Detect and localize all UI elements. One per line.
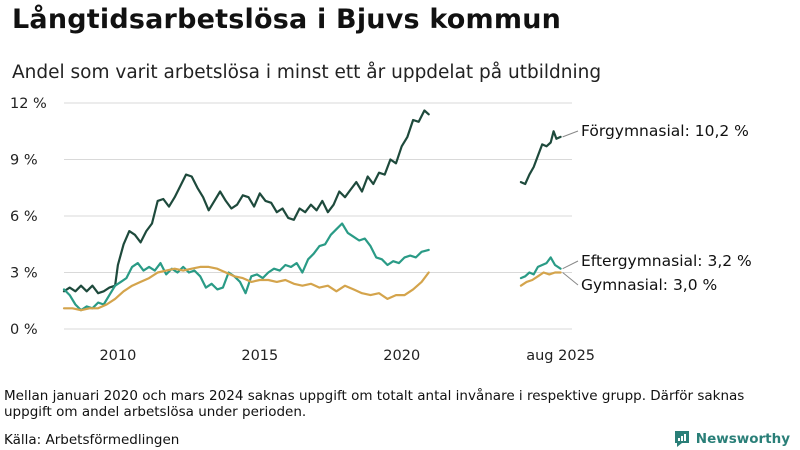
x-tick-label: 2015 (241, 348, 278, 364)
series-line (62, 109, 430, 295)
series-lines (62, 109, 562, 312)
label-connector (562, 260, 579, 270)
x-tick-label: 2020 (383, 348, 420, 364)
y-tick-label: 12 % (10, 96, 47, 112)
series-line (62, 222, 430, 312)
newsworthy-logo[interactable]: Newsworthy (673, 430, 790, 448)
series-end-label: Förgymnasial: 10,2 % (581, 122, 749, 140)
y-tick-label: 9 % (10, 153, 38, 169)
series-förgymnasial (62, 109, 562, 295)
x-tick-label: 2010 (99, 348, 136, 364)
grid (64, 102, 572, 330)
x-tick-label: aug 2025 (526, 348, 595, 364)
x-axis-ticks: 2010 2015 2020 aug 2025 (99, 348, 595, 364)
y-axis-ticks: 12 % 9 % 6 % 3 % 0 % (10, 96, 47, 338)
series-end-label: Gymnasial: 3,0 % (581, 276, 717, 294)
brand-name: Newsworthy (695, 431, 790, 447)
series-end-label: Eftergymnasial: 3,2 % (581, 252, 752, 270)
series-gymnasial (62, 265, 562, 312)
series-line (519, 256, 562, 280)
footnote: Mellan januari 2020 och mars 2024 saknas… (4, 388, 745, 420)
y-tick-label: 6 % (10, 209, 38, 225)
series-line (519, 130, 562, 186)
label-connector (562, 272, 579, 286)
chart-title: Långtidsarbetslösa i Bjuvs kommun (12, 4, 562, 35)
series-end-labels: Förgymnasial: 10,2 % Eftergymnasial: 3,2 … (562, 122, 752, 294)
series-eftergymnasial (62, 222, 562, 312)
y-tick-label: 3 % (10, 266, 38, 282)
y-tick-label: 0 % (10, 322, 38, 338)
series-line (519, 271, 562, 287)
series-line (62, 265, 430, 312)
source-text: Källa: Arbetsförmedlingen (4, 432, 180, 448)
chart-subtitle: Andel som varit arbetslösa i minst ett å… (12, 62, 602, 83)
newsworthy-icon (674, 431, 689, 447)
label-connector (562, 130, 579, 138)
